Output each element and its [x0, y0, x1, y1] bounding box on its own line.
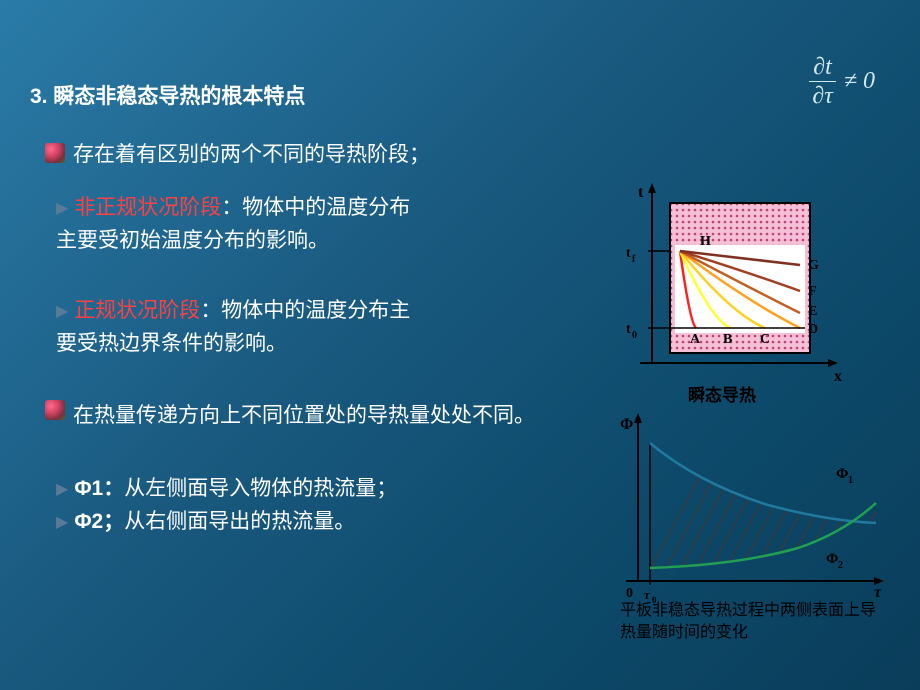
stage1-label: 非正规状况阶段 [74, 196, 221, 219]
svg-text:C: C [760, 332, 770, 347]
svg-text:2: 2 [838, 560, 843, 571]
y-axis-label: t [638, 184, 644, 201]
intro-text: 存在着有区别的两个不同的导热阶段； [73, 138, 430, 168]
svg-text:1: 1 [848, 475, 853, 486]
svg-text:Φ: Φ [620, 416, 633, 433]
svg-text:F: F [808, 284, 817, 299]
phi1-curve [650, 443, 876, 523]
stage2-block: ▶正规状况阶段：物体中的温度分布主要受热边界条件的影响。 [56, 295, 426, 360]
fraction: ∂t ∂τ [809, 55, 836, 108]
denominator: ∂τ [812, 82, 832, 108]
diagram-transient-conduction: t x tf t0 DEFGH H A B C [620, 178, 850, 408]
triangle-icon: ▶ [56, 300, 68, 325]
hatch-fill [643, 433, 888, 583]
heatflow-text: 在热量传递方向上不同位置处的导热量处处不同。 [73, 400, 535, 433]
svg-text:f: f [632, 254, 636, 265]
svg-text:0: 0 [632, 330, 637, 341]
title-text: 3. 瞬态非稳态导热的根本特点 [30, 85, 305, 108]
svg-text:t: t [626, 322, 631, 337]
flower-icon [45, 400, 65, 420]
phi1-desc: 从左侧面导入物体的热流量； [124, 477, 397, 500]
svg-text:H: H [700, 234, 711, 249]
triangle-icon: ▶ [56, 512, 68, 532]
svg-text:Φ: Φ [836, 466, 848, 482]
svg-text:0: 0 [626, 586, 633, 601]
phi2-row: ▶ Φ2；从右侧面导出的热流量。 [56, 505, 355, 535]
triangle-icon: ▶ [56, 479, 68, 499]
x-axis-label: x [834, 368, 842, 385]
svg-text:D: D [808, 322, 818, 337]
diagram2-caption: 平板非稳态导热过程中两侧表面上导热量随时间的变化 [620, 600, 890, 645]
diagram1-caption: 瞬态导热 [688, 381, 756, 406]
svg-text:Φ: Φ [826, 551, 838, 567]
phi2-desc: 从右侧面导出的热流量。 [124, 510, 355, 533]
pde-equation: ∂t ∂τ ≠ 0 [809, 55, 875, 108]
heatflow-line: 在热量传递方向上不同位置处的导热量处处不同。 [45, 400, 535, 433]
svg-text:B: B [723, 332, 732, 347]
svg-text:A: A [690, 332, 701, 347]
phi1-label: Φ1： [74, 477, 124, 500]
intro-line: 存在着有区别的两个不同的导热阶段； [45, 138, 430, 168]
triangle-icon: ▶ [56, 197, 68, 222]
stage1-block: ▶非正规状况阶段：物体中的温度分布主要受初始温度分布的影响。 [56, 192, 426, 257]
svg-text:t: t [626, 246, 631, 261]
section-title: 3. 瞬态非稳态导热的根本特点 [30, 80, 305, 110]
flower-icon [45, 143, 65, 163]
rhs: ≠ 0 [844, 68, 875, 95]
svg-text:G: G [808, 258, 819, 273]
svg-text:τ: τ [874, 584, 882, 601]
phi2-label: Φ2； [74, 510, 124, 533]
stage2-label: 正规状况阶段 [74, 299, 200, 322]
numerator: ∂t [809, 55, 836, 82]
svg-text:E: E [808, 304, 817, 319]
phi1-row: ▶ Φ1：从左侧面导入物体的热流量； [56, 472, 397, 502]
diagram-heatflux-time: Φ τ 0 τ 0 Φ1 Φ [608, 408, 888, 608]
